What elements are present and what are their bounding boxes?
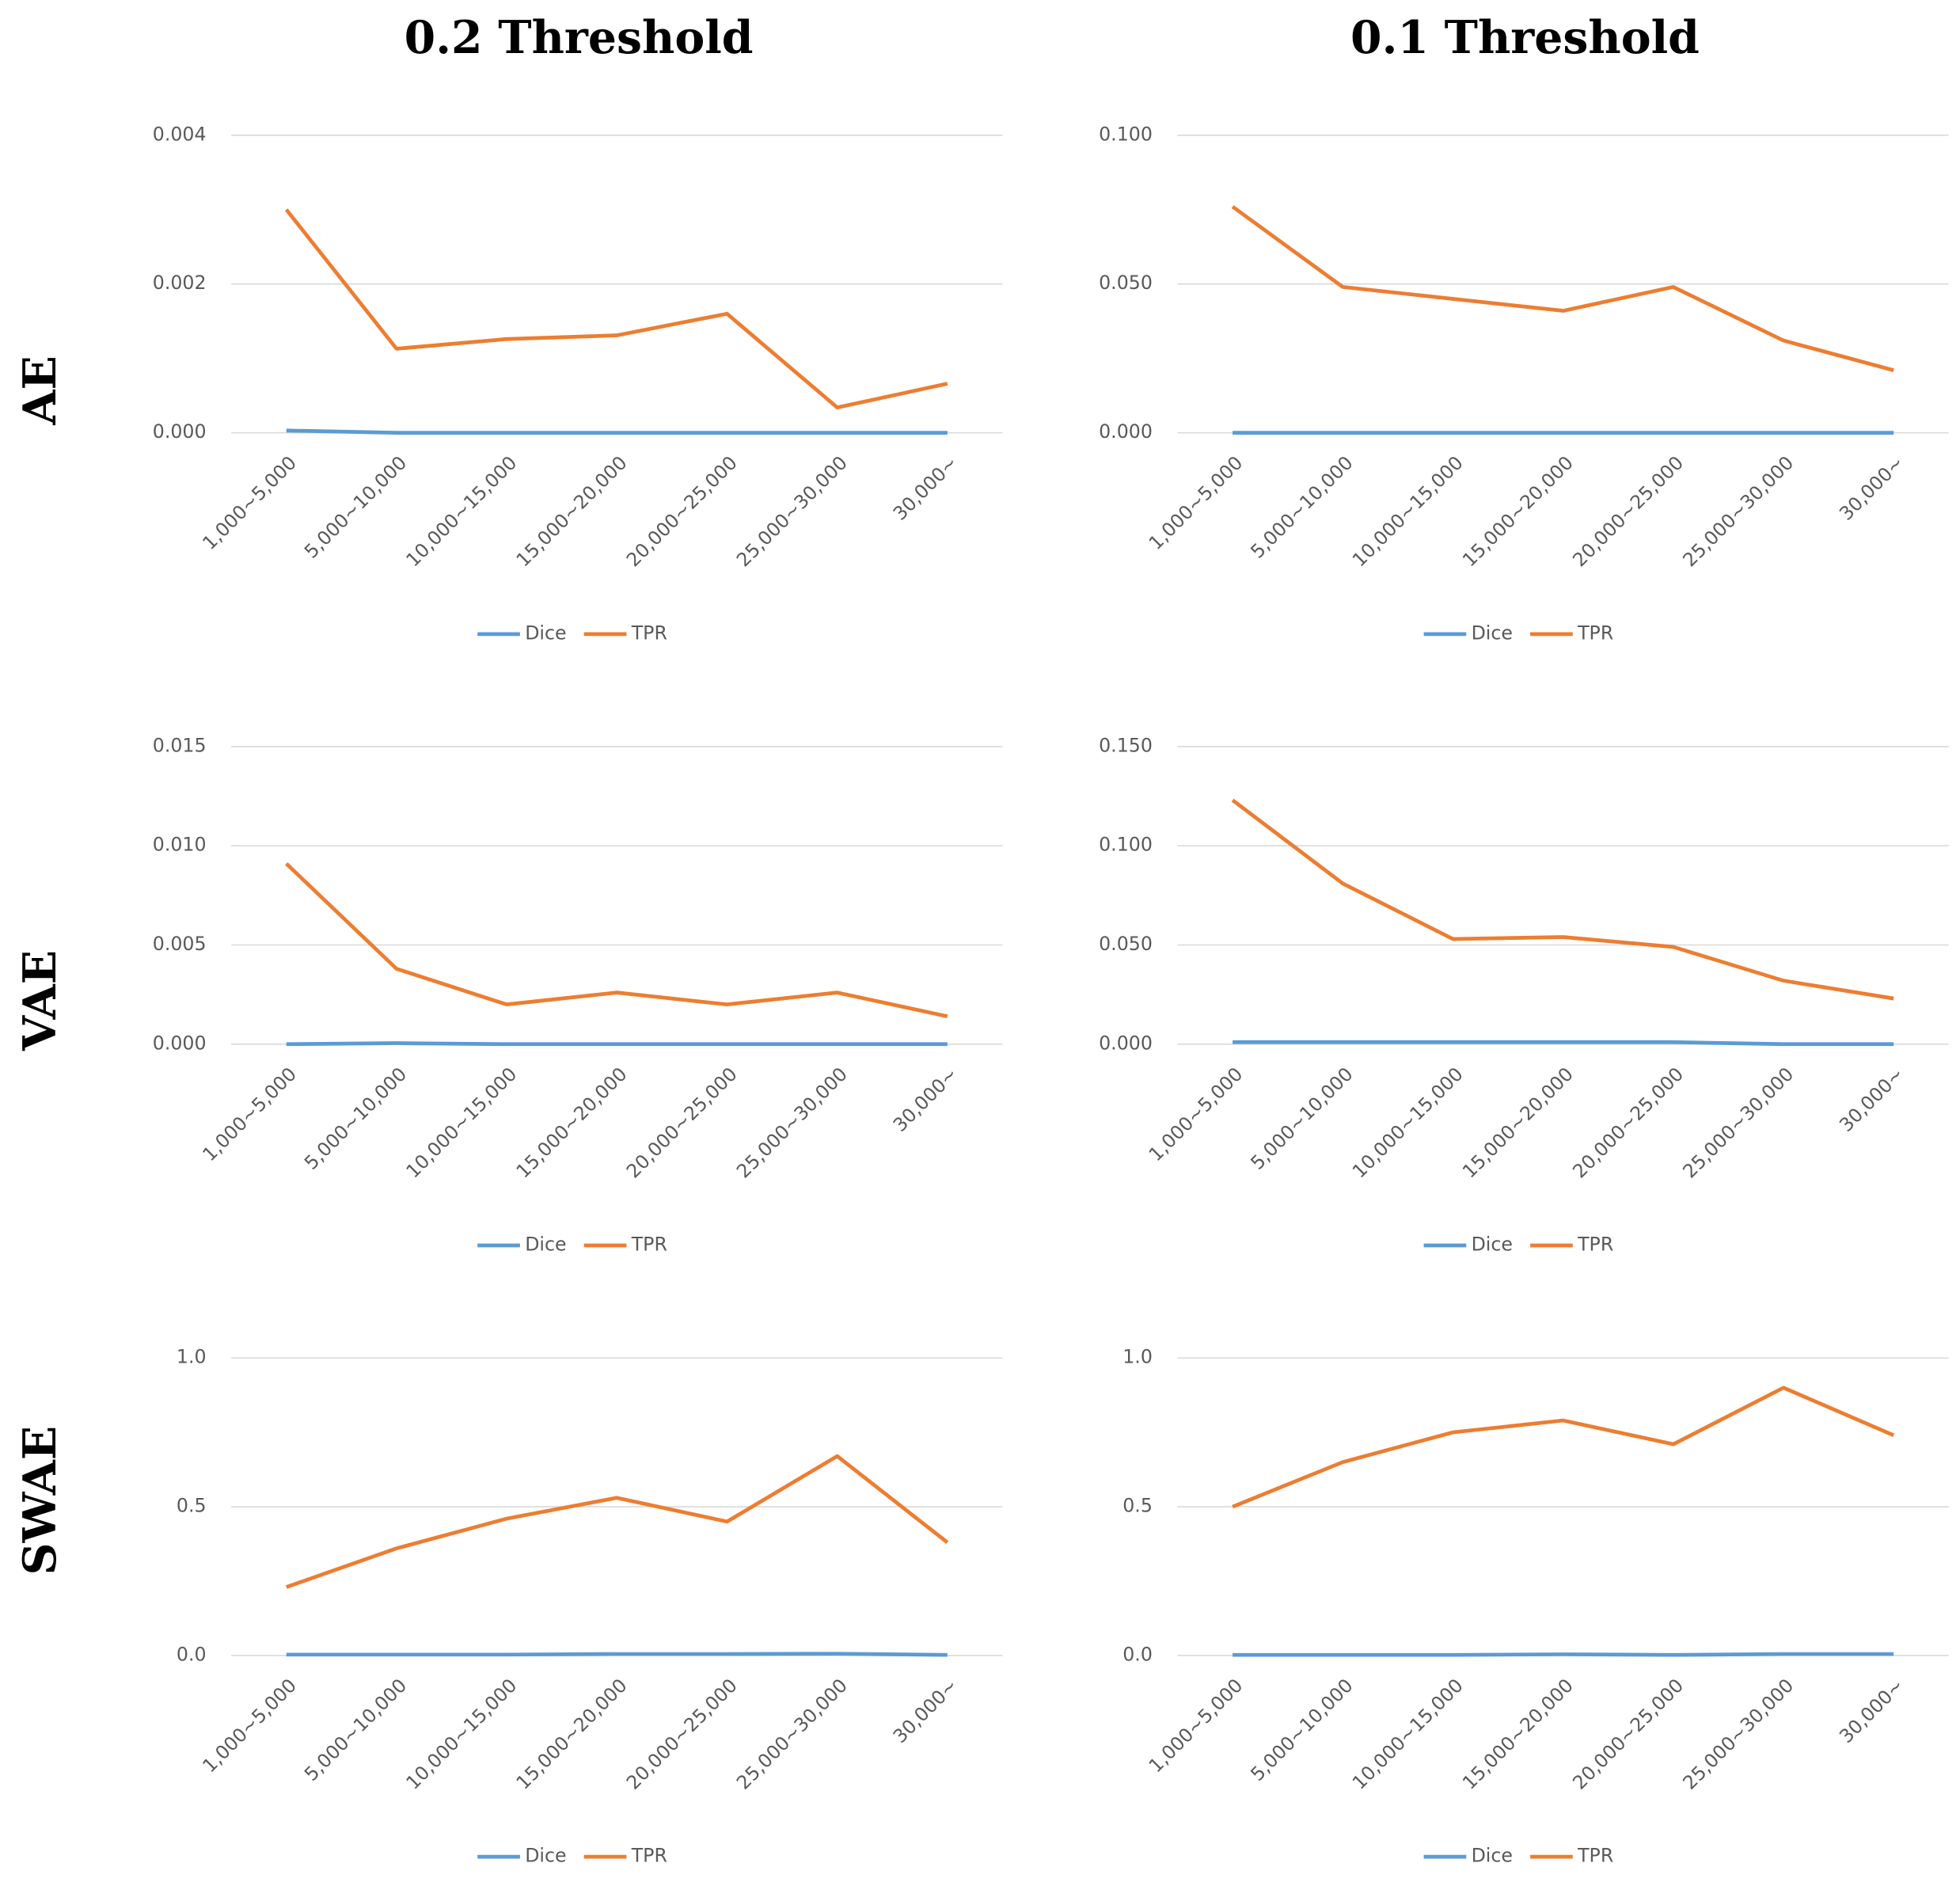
row-label: SWAE [14,1426,66,1576]
y-tick-label: 0.100 [1099,123,1153,145]
y-tick-label: 0.050 [1099,933,1153,955]
legend-label: TPR [631,1845,667,1867]
legend-label: TPR [1577,1845,1613,1867]
legend-label: Dice [1472,622,1513,644]
row-label: VAE [14,950,66,1051]
legend-label: Dice [1472,1234,1513,1256]
x-tick-label: 30,000~ [889,1063,962,1136]
x-tick-label: 15,000~20,000 [1458,1675,1578,1794]
y-tick-label: 0.000 [153,420,207,443]
data-line [284,208,948,410]
y-tick-label: 0.150 [1099,734,1153,756]
data-line [285,862,948,1019]
x-tick-label: 1,000~5,000 [1145,1063,1248,1166]
legend-label: TPR [631,622,667,644]
legend-label: Dice [1472,1845,1513,1867]
x-tick-label: 5,000~10,000 [300,451,411,562]
x-tick-label: 5,000~10,000 [300,1675,411,1785]
x-tick-label: 5,000~10,000 [1246,451,1357,562]
row-label: AE [14,355,66,425]
x-tick-label: 25,000~30,000 [732,451,852,571]
x-tick-label: 30,000~ [1835,1063,1908,1136]
x-tick-label: 20,000~25,000 [1568,1675,1688,1794]
y-tick-label: 0.015 [153,734,207,756]
legend-label: Dice [525,1234,566,1256]
x-tick-label: 25,000~30,000 [732,1063,852,1183]
x-tick-label: 30,000~ [1835,1675,1908,1747]
legend-label: TPR [1577,1234,1613,1256]
x-tick-label: 25,000~30,000 [732,1675,852,1794]
y-tick-label: 0.0 [177,1643,207,1665]
x-tick-label: 10,000~15,000 [1348,451,1468,571]
y-tick-label: 0.000 [1099,420,1153,443]
data-line [285,1454,949,1589]
x-tick-label: 15,000~20,000 [512,451,632,571]
x-tick-label: 25,000~30,000 [1678,1675,1798,1794]
legend-label: TPR [631,1234,667,1256]
x-tick-label: 20,000~25,000 [1568,451,1688,571]
legend-label: Dice [525,1845,566,1867]
x-tick-label: 10,000~15,000 [401,1063,521,1183]
x-tick-label: 10,000~15,000 [1348,1063,1468,1183]
y-tick-label: 0.000 [1099,1032,1153,1054]
y-tick-label: 1.0 [177,1346,207,1368]
x-tick-label: 1,000~5,000 [1145,1675,1248,1777]
x-tick-label: 25,000~30,000 [1678,451,1798,571]
x-tick-label: 10,000~15,000 [401,1675,521,1794]
x-tick-label: 30,000~ [1835,451,1908,524]
data-line [1233,1040,1894,1047]
x-tick-label: 15,000~20,000 [1458,1063,1578,1183]
x-tick-label: 5,000~10,000 [300,1063,411,1174]
legend-label: TPR [1577,622,1613,644]
y-tick-label: 0.004 [153,123,207,145]
x-tick-label: 30,000~ [889,1675,962,1747]
x-tick-label: 30,000~ [889,451,962,524]
x-tick-label: 20,000~25,000 [1568,1063,1688,1183]
x-tick-label: 1,000~5,000 [198,1675,301,1777]
y-tick-label: 0.002 [153,272,207,294]
x-tick-label: 20,000~25,000 [622,1675,742,1794]
y-tick-label: 0.050 [1099,272,1153,294]
x-tick-label: 15,000~20,000 [512,1063,632,1183]
x-tick-label: 25,000~30,000 [1678,1063,1798,1183]
legend-label: Dice [525,622,566,644]
data-line [286,428,948,435]
x-tick-label: 5,000~10,000 [1246,1675,1357,1785]
x-tick-label: 20,000~25,000 [622,1063,742,1183]
y-tick-label: 1.0 [1122,1346,1153,1368]
data-line [286,1652,948,1657]
data-line [1231,205,1894,372]
y-tick-label: 0.0 [1122,1643,1153,1665]
x-tick-label: 15,000~20,000 [1458,451,1578,571]
x-tick-label: 20,000~25,000 [622,451,742,571]
data-line [1232,1386,1895,1509]
x-tick-label: 10,000~15,000 [401,451,521,571]
x-tick-label: 5,000~10,000 [1246,1063,1357,1174]
x-tick-label: 1,000~5,000 [198,1063,301,1166]
data-line [1231,798,1894,1001]
column-title: 0.1 Threshold [1350,12,1700,64]
y-tick-label: 0.5 [1122,1495,1153,1517]
data-line [1233,1652,1894,1657]
column-title: 0.2 Threshold [405,12,754,64]
x-tick-label: 15,000~20,000 [512,1675,632,1794]
x-tick-label: 10,000~15,000 [1348,1675,1468,1794]
y-tick-label: 0.000 [153,1032,207,1054]
x-tick-label: 1,000~5,000 [198,451,301,554]
y-tick-label: 0.010 [153,834,207,856]
x-tick-label: 1,000~5,000 [1145,451,1248,554]
y-tick-label: 0.5 [177,1495,207,1517]
y-tick-label: 0.100 [1099,834,1153,856]
y-tick-label: 0.005 [153,933,207,955]
